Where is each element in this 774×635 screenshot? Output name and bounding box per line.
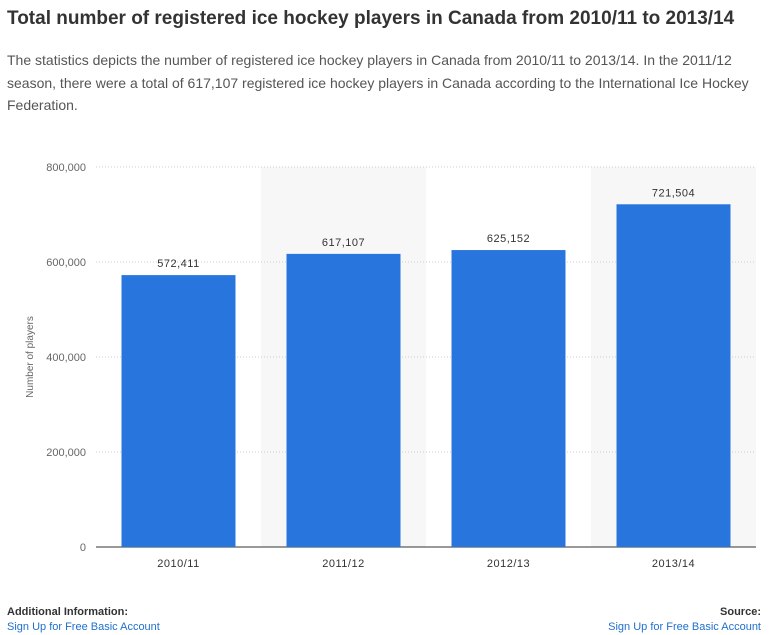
bar-2013-14 [616, 204, 731, 548]
chart-title: Total number of registered ice hockey pl… [7, 8, 735, 29]
bar-2010-11 [121, 275, 236, 547]
source-label: Source: [720, 606, 761, 618]
x-tick-label: 2013/14 [652, 558, 695, 570]
y-axis-title: Number of players [25, 316, 36, 398]
x-tick-label: 2011/12 [322, 558, 364, 570]
bar-2011-12 [286, 253, 401, 547]
x-tick-label: 2012/13 [487, 558, 530, 570]
bar-2012-13 [451, 250, 566, 547]
data-label: 572,411 [157, 258, 199, 270]
data-label: 625,152 [487, 233, 530, 245]
data-label: 617,107 [322, 237, 365, 249]
y-tick-label: 200,000 [46, 447, 86, 459]
additional-information-label: Additional Information: [7, 606, 128, 618]
data-label: 721,504 [652, 187, 695, 199]
x-tick-label: 2010/11 [157, 558, 199, 570]
source: Source: Sign Up for Free Basic Account [608, 605, 761, 635]
bar-chart: 0 200,000 400,000 600,000 800,000 572,411 2010… [25, 162, 756, 570]
y-tick-label: 600,000 [46, 257, 86, 269]
source-link[interactable]: Sign Up for Free Basic Account [608, 621, 761, 633]
y-tick-label: 800,000 [46, 162, 86, 174]
chart-description: The statistics depicts the number of reg… [7, 52, 749, 113]
y-tick-label: 0 [80, 542, 86, 554]
additional-information: Additional Information: Sign Up for Free… [7, 605, 160, 635]
y-tick-label: 400,000 [46, 352, 86, 364]
additional-information-link[interactable]: Sign Up for Free Basic Account [7, 621, 160, 633]
